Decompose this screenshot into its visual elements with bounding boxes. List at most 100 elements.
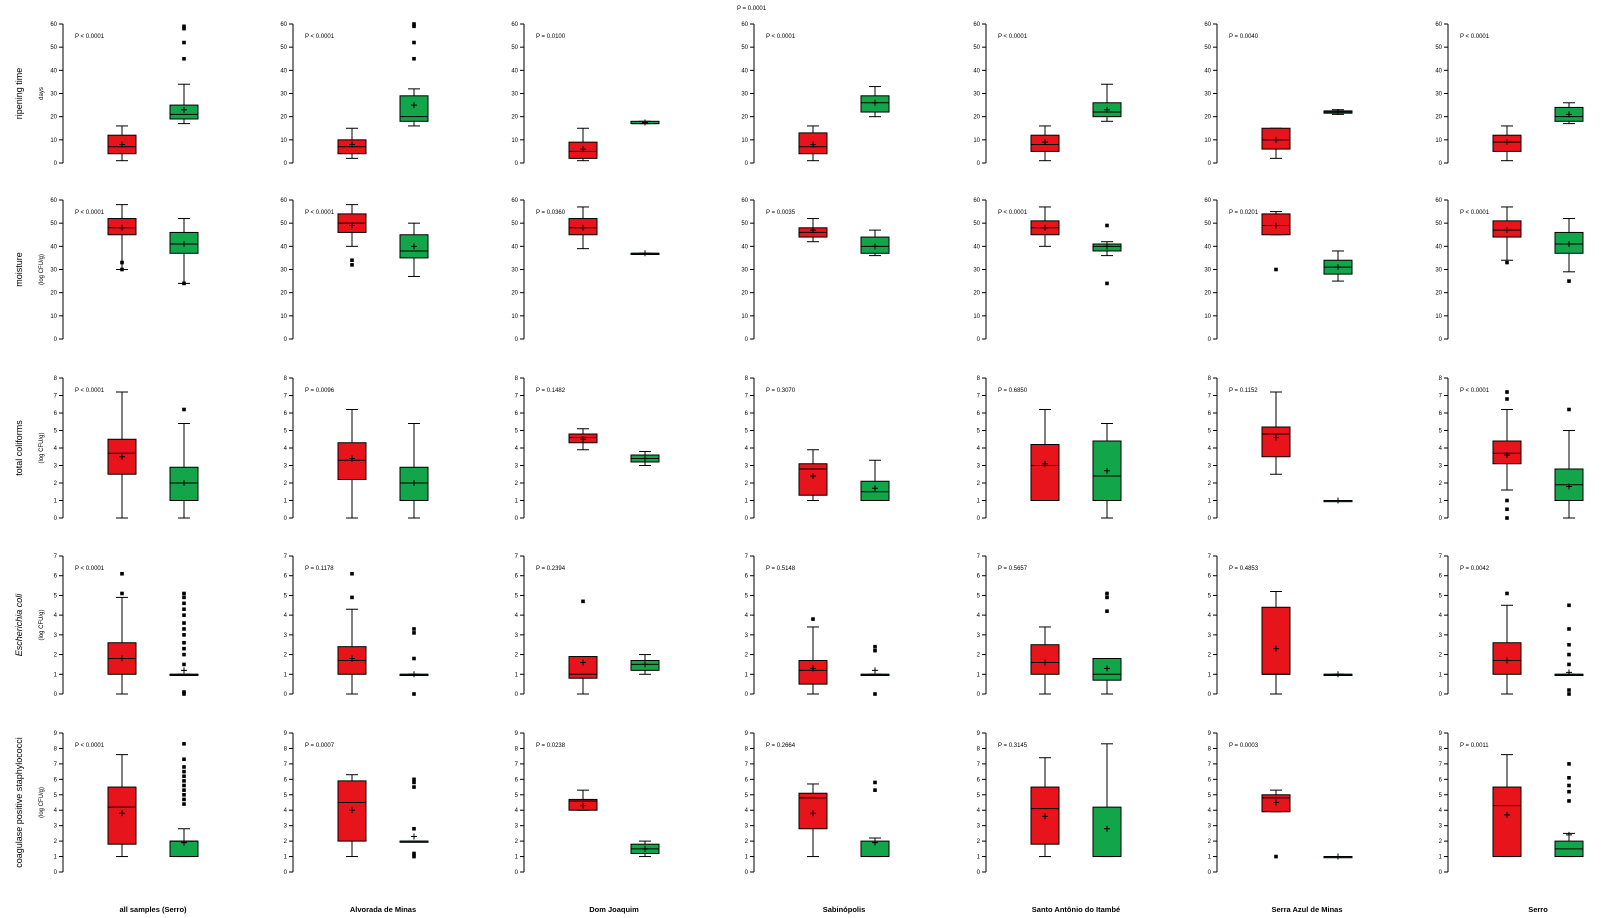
mean-marker: [642, 250, 648, 257]
y-tick-label: 4: [515, 613, 519, 619]
y-tick-label: 1: [1439, 855, 1443, 861]
mean-marker: [1273, 434, 1279, 441]
outlier-point: [1567, 762, 1571, 766]
box-green: [1554, 218, 1584, 283]
outlier-point: [1274, 267, 1278, 272]
y-tick-label: 6: [284, 411, 288, 417]
box-green: [1554, 603, 1584, 696]
panel: 0 1 2 3 4 5 6 7 P = 0.1178: [284, 554, 429, 698]
mean-marker: [580, 659, 586, 666]
y-tick-label: 0: [54, 692, 58, 698]
y-tick-label: 9: [977, 731, 981, 737]
mean-marker: [1104, 665, 1110, 672]
y-tick-label: 8: [1208, 746, 1212, 752]
box-green: [630, 250, 660, 257]
y-tick-label: 10: [1435, 138, 1442, 144]
y-tick-label: 2: [54, 481, 58, 487]
y-tick-label: 4: [1208, 613, 1212, 619]
outlier-point: [182, 802, 186, 806]
panel: 0 1 2 3 4 5 6 7 8 P = 0.1152: [1208, 376, 1353, 522]
y-tick-label: 0: [1439, 870, 1443, 876]
mean-marker: [1273, 645, 1279, 652]
box-green: [1092, 423, 1122, 519]
outlier-point: [412, 22, 416, 26]
y-tick-label: 8: [1439, 376, 1443, 382]
outlier-point: [182, 56, 186, 61]
outlier-point: [412, 851, 416, 856]
y-tick-label: 0: [284, 692, 288, 698]
y-tick-label: 20: [1435, 115, 1442, 121]
outlier-point: [1105, 595, 1109, 600]
mean-marker: [642, 661, 648, 668]
y-tick-label: 6: [977, 574, 981, 580]
mean-marker: [349, 655, 355, 662]
y-tick-label: 1: [745, 672, 749, 678]
mean-marker: [1042, 224, 1048, 231]
outlier-point: [1505, 390, 1509, 394]
y-tick-label: 50: [50, 221, 57, 227]
y-tick-label: 0: [1208, 161, 1212, 167]
box-green: [1323, 250, 1353, 282]
y-tick-label: 7: [284, 762, 288, 768]
y-tick-label: 4: [1439, 613, 1443, 619]
p-value-label: P < 0.0001: [75, 743, 105, 749]
y-tick-label: 0: [745, 692, 749, 698]
outlier-point: [873, 648, 877, 653]
p-value-label: P < 0.0001: [1460, 210, 1490, 216]
box-red: [1261, 789, 1291, 859]
box-red: [1030, 757, 1060, 858]
y-tick-label: 5: [1208, 793, 1212, 799]
y-tick-label: 3: [515, 464, 519, 470]
box-green: [1554, 407, 1584, 519]
outlier-point: [182, 24, 186, 29]
p-value-label: P < 0.0001: [305, 210, 335, 216]
y-tick-label: 3: [54, 824, 58, 830]
box-red: [1030, 125, 1060, 162]
panel: 0 1 2 3 4 5 6 7 8 9 P = 0.2664: [745, 731, 890, 876]
y-tick-label: 0: [515, 692, 519, 698]
box-green: [169, 742, 199, 858]
y-tick-label: 0: [1439, 161, 1443, 167]
y-tick-label: 6: [1208, 411, 1212, 417]
y-tick-label: 50: [280, 221, 287, 227]
outlier-point: [120, 260, 124, 265]
y-tick-label: 1: [977, 499, 981, 505]
outlier-point: [350, 258, 354, 263]
box-green: [1554, 102, 1584, 125]
mean-marker: [1104, 243, 1110, 250]
box-green: [1554, 762, 1584, 858]
outlier-point: [1567, 603, 1571, 608]
outlier-point: [182, 652, 186, 657]
y-tick-label: 6: [284, 777, 288, 783]
iqr-box: [568, 656, 598, 679]
y-tick-label: 6: [1439, 574, 1443, 580]
outlier-point: [1567, 627, 1571, 631]
mean-marker: [181, 241, 187, 248]
y-tick-label: 30: [973, 92, 980, 98]
y-tick-label: 5: [284, 793, 288, 799]
box-green: [860, 459, 890, 501]
y-tick-label: 20: [973, 115, 980, 121]
y-tick-label: 2: [284, 839, 288, 845]
y-tick-label: 7: [1208, 554, 1212, 560]
y-tick-label: 1: [1208, 855, 1212, 861]
mean-marker: [1566, 241, 1572, 248]
y-tick-label: 30: [973, 268, 980, 274]
box-green: [860, 86, 890, 118]
p-value-label: P = 0.0042: [1460, 566, 1490, 572]
mean-marker: [810, 810, 816, 817]
y-tick-label: 4: [515, 808, 519, 814]
p-value-label: P = 0.6850: [998, 388, 1028, 394]
outlier-point: [412, 627, 416, 631]
y-tick-label: 40: [973, 68, 980, 74]
y-tick-label: 5: [54, 429, 58, 435]
outlier-point: [1105, 281, 1109, 286]
outlier-point: [182, 613, 186, 617]
y-tick-label: 60: [50, 22, 57, 28]
y-tick-label: 5: [54, 793, 58, 799]
row-unit-label: days: [39, 87, 45, 100]
y-tick-label: 5: [1208, 593, 1212, 599]
box-red: [107, 754, 137, 858]
y-tick-label: 10: [741, 314, 748, 320]
y-tick-label: 20: [741, 115, 748, 121]
